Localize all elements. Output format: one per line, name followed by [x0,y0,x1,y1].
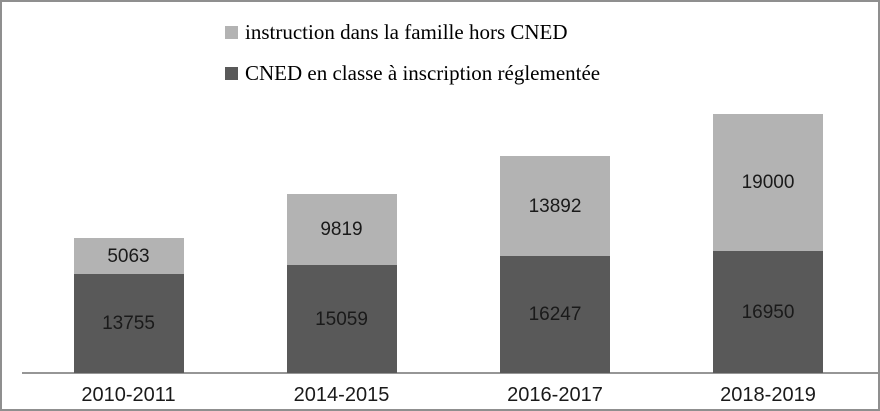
bar-value-label: 16247 [528,304,582,325]
chart-legend: instruction dans la famille hors CNED CN… [225,12,600,94]
bar-value-label: 16950 [741,301,795,323]
x-axis-line [22,372,878,374]
bar-value-label: 5063 [107,245,150,267]
bar-value-label: 19000 [741,172,795,193]
bar-value-label: 13892 [528,195,582,217]
legend-label-cned: CNED en classe à inscription réglementée [245,61,601,85]
legend-item-instruction-famille: instruction dans la famille hors CNED [225,12,600,53]
bar-segment-instruction-famille: 5063 [73,238,184,274]
bar-value-label: 13755 [102,313,155,334]
bar-segment-instruction-famille: 13892 [500,156,610,256]
stacked-bar-2016-2017: 13892 16247 [500,156,610,373]
stacked-bar-2010-2011: 5063 13755 [73,238,184,373]
bar-segment-cned: 13755 [73,274,184,373]
bar-segment-cned: 15059 [286,265,397,373]
x-axis-label: 2014-2015 [293,384,390,406]
bar-segment-cned: 16247 [500,256,610,373]
x-axis-label: 2016-2017 [507,384,603,406]
bar-segment-instruction-famille: 19000 [713,114,823,251]
legend-swatch-dark-icon [225,67,238,80]
stacked-bar-2018-2019: 19000 16950 [713,114,823,373]
bar-segment-cned: 16950 [713,251,823,373]
legend-item-cned: CNED en classe à inscription réglementée [225,53,600,94]
bar-value-label: 9819 [320,219,363,240]
bar-value-label: 15059 [315,308,368,330]
legend-swatch-light-icon [225,26,238,39]
x-axis-label: 2010-2011 [81,384,176,406]
stacked-bar-2014-2015: 9819 15059 [286,194,397,373]
legend-label-instruction-famille: instruction dans la famille hors CNED [245,20,568,44]
bar-segment-instruction-famille: 9819 [286,194,397,265]
x-axis-label: 2018-2019 [720,384,816,406]
